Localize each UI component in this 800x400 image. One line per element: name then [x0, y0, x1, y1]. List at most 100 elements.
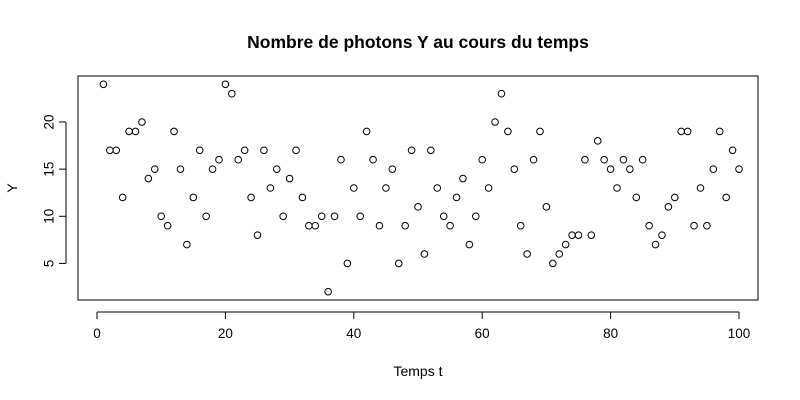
- data-point: [388, 165, 397, 173]
- data-points: [99, 80, 743, 296]
- data-point: [356, 212, 365, 221]
- data-point: [292, 146, 300, 155]
- data-point: [484, 184, 493, 192]
- data-point: [337, 155, 345, 164]
- data-point: [369, 155, 377, 164]
- data-point: [343, 259, 352, 268]
- data-point: [696, 184, 705, 192]
- data-point: [638, 155, 647, 164]
- data-point: [298, 193, 307, 202]
- data-point: [330, 212, 339, 221]
- data-point: [651, 240, 660, 249]
- data-point: [433, 184, 442, 192]
- x-tick-label: 0: [93, 326, 101, 341]
- data-point: [183, 240, 191, 249]
- data-point: [247, 193, 255, 202]
- data-point: [266, 184, 275, 192]
- data-point: [144, 174, 153, 183]
- data-point: [279, 212, 287, 221]
- data-point: [394, 259, 403, 268]
- data-point: [118, 193, 127, 202]
- data-point: [670, 193, 679, 202]
- data-point: [690, 221, 698, 230]
- data-point: [106, 146, 114, 155]
- data-point: [131, 127, 140, 136]
- x-axis-label: Temps t: [393, 363, 442, 379]
- data-point: [260, 146, 268, 155]
- data-point: [253, 231, 262, 239]
- data-point: [350, 184, 358, 192]
- data-point: [478, 155, 486, 164]
- data-point: [703, 221, 711, 230]
- data-point: [311, 221, 320, 230]
- data-point: [523, 250, 531, 258]
- y-tick-label: 15: [42, 162, 57, 177]
- data-point: [587, 231, 596, 239]
- data-point: [722, 193, 730, 202]
- data-point: [176, 165, 185, 173]
- data-point: [150, 165, 159, 173]
- data-point: [362, 127, 371, 136]
- data-point: [568, 231, 576, 239]
- data-point: [305, 221, 313, 230]
- data-point: [112, 146, 121, 155]
- data-point: [735, 165, 743, 173]
- data-point: [138, 118, 146, 126]
- data-point: [536, 127, 544, 136]
- data-point: [427, 146, 435, 155]
- y-axis-label: Y: [4, 183, 20, 193]
- data-point: [555, 250, 564, 258]
- data-point: [664, 203, 673, 211]
- data-point: [683, 127, 692, 136]
- data-point: [208, 165, 217, 173]
- data-point: [317, 212, 326, 221]
- data-point: [234, 155, 243, 164]
- data-point: [574, 231, 583, 239]
- data-point: [658, 231, 666, 239]
- data-point: [491, 118, 499, 126]
- data-point: [414, 203, 422, 211]
- data-point: [446, 221, 454, 230]
- data-point: [420, 250, 429, 258]
- data-point: [459, 174, 467, 183]
- data-point: [581, 155, 589, 164]
- data-point: [504, 127, 512, 136]
- data-point: [375, 221, 384, 230]
- plot-frame: [77, 75, 759, 301]
- data-point: [407, 146, 416, 155]
- data-point: [613, 184, 621, 192]
- data-point: [163, 221, 172, 230]
- data-point: [606, 165, 615, 173]
- data-point: [645, 221, 653, 230]
- data-point: [600, 155, 608, 164]
- data-point: [677, 127, 686, 136]
- data-point: [195, 146, 204, 155]
- data-point: [510, 165, 519, 173]
- x-tick-label: 100: [728, 326, 751, 341]
- y-tick-label: 20: [42, 114, 57, 129]
- data-point: [202, 212, 210, 221]
- x-axis: 0 20 40 60 80 100: [93, 311, 751, 341]
- x-tick-label: 60: [475, 326, 490, 341]
- data-point: [452, 193, 461, 202]
- data-point: [561, 240, 570, 249]
- data-point: [228, 89, 236, 98]
- y-tick-label: 5: [42, 260, 57, 268]
- data-point: [549, 259, 557, 268]
- data-point: [471, 212, 480, 221]
- data-point: [382, 184, 390, 192]
- data-point: [170, 127, 178, 136]
- data-point: [285, 174, 294, 183]
- data-point: [157, 212, 166, 221]
- data-point: [497, 89, 506, 98]
- data-point: [401, 221, 409, 230]
- data-point: [221, 80, 230, 89]
- data-point: [215, 155, 223, 164]
- data-point: [626, 165, 634, 173]
- y-tick-label: 10: [42, 209, 57, 224]
- data-point: [189, 193, 198, 202]
- data-point: [728, 146, 737, 155]
- x-tick-label: 80: [603, 326, 618, 341]
